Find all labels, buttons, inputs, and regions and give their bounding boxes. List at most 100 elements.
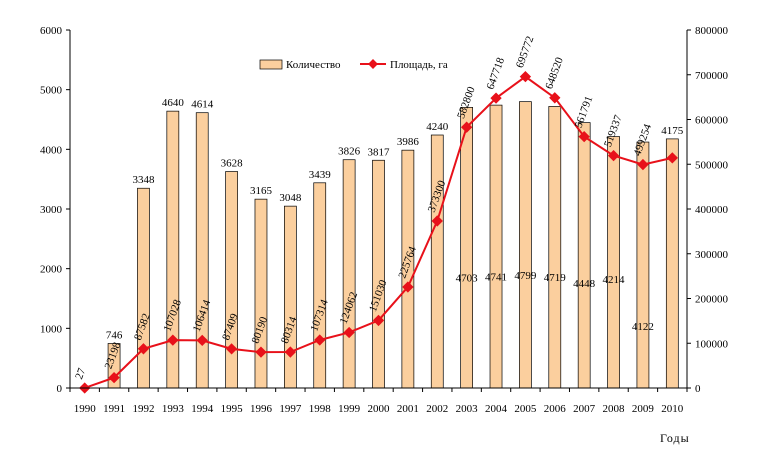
bar-series — [107, 101, 679, 389]
x-tick-label: 1991 — [103, 403, 125, 415]
bar — [430, 134, 444, 389]
y-right-tick-label: 500000 — [695, 159, 729, 171]
line-value-label: 124062 — [338, 290, 361, 325]
line-point-marker — [666, 152, 678, 164]
line-value-label: 648520 — [543, 55, 566, 91]
x-tick-label: 1992 — [132, 403, 154, 415]
line-value-label: 519337 — [602, 113, 625, 149]
legend-bar-swatch — [259, 59, 283, 70]
y-right-tick-label: 400000 — [695, 204, 729, 216]
line-point-marker — [578, 130, 590, 143]
bar-value-label: 3439 — [309, 169, 332, 181]
x-tick-label: 1996 — [250, 403, 273, 415]
line-point-marker — [284, 346, 297, 358]
x-tick-label: 1993 — [162, 403, 185, 415]
line-point-marker — [255, 346, 267, 358]
x-tick-label: 1999 — [338, 403, 361, 415]
bar-value-label: 4214 — [603, 274, 626, 286]
y-right-tick-label: 300000 — [695, 249, 729, 261]
line-value-label: 151030 — [367, 278, 390, 314]
bar-value-label: 4122 — [632, 321, 654, 333]
bar — [166, 110, 180, 389]
line-point-marker — [607, 149, 620, 162]
x-tick-label: 2005 — [514, 403, 537, 415]
bar — [342, 159, 356, 389]
axes: 0 1000 2000 3000 4000 5000 6000 0 100000 200000 30… — [40, 25, 729, 415]
bar-value-label: 4640 — [162, 97, 185, 109]
bar-value-label: 4719 — [544, 272, 567, 284]
line-point-marker — [225, 343, 238, 355]
bar-value-label: 4703 — [456, 272, 479, 284]
y-left-tick-label: 6000 — [40, 25, 63, 37]
x-axis-title: Годы — [660, 431, 690, 445]
bar — [489, 104, 503, 389]
line-value-label: 499254 — [631, 122, 654, 158]
bar — [636, 141, 650, 389]
line-point-marker — [314, 334, 326, 346]
y-left-tick-label: 1000 — [40, 323, 63, 335]
line-value-label: 561791 — [573, 95, 596, 130]
y-right-tick-label: 100000 — [695, 338, 729, 350]
y-left-tick-label: 3000 — [40, 204, 63, 216]
bar — [665, 138, 679, 389]
y-left-tick-label: 4000 — [40, 144, 63, 156]
bar — [195, 112, 209, 389]
bar — [460, 107, 473, 389]
line-point-marker — [402, 281, 414, 293]
x-tick-label: 2009 — [632, 403, 655, 415]
x-tick-label: 1997 — [279, 403, 302, 415]
bar-value-label: 3048 — [279, 192, 302, 204]
legend-label-count: Количество — [286, 59, 341, 71]
bar-value-label: 3986 — [397, 136, 420, 148]
bar — [313, 182, 327, 389]
x-tick-label: 1995 — [221, 403, 244, 415]
bar-value-label: 4799 — [514, 270, 537, 282]
y-left-tick-label: 2000 — [40, 264, 63, 276]
line-value-label: 225764 — [396, 244, 419, 280]
legend: Количество Площадь, га — [259, 59, 448, 71]
line-point-marker — [167, 334, 179, 346]
bar-value-label: 3628 — [221, 158, 244, 170]
bar-value-label: 4448 — [573, 278, 596, 290]
x-tick-label: 1990 — [74, 403, 97, 415]
x-tick-label: 1998 — [309, 403, 332, 415]
x-tick-label: 2003 — [456, 403, 479, 415]
bar-value-label: 3348 — [132, 174, 155, 186]
y-right-tick-label: 600000 — [695, 115, 729, 127]
x-tick-label: 2001 — [397, 403, 419, 415]
bar — [137, 187, 150, 389]
bar — [577, 122, 591, 389]
bar — [519, 101, 532, 389]
line-value-label: 582800 — [455, 85, 478, 121]
legend-label-area: Площадь, га — [390, 59, 448, 71]
line-value-label: 647718 — [485, 56, 508, 92]
bar — [548, 106, 562, 389]
x-tick-label: 2007 — [573, 403, 596, 415]
y-right-tick-label: 0 — [695, 383, 701, 395]
line-point-marker — [137, 343, 150, 355]
y-right-tick-label: 700000 — [695, 70, 729, 82]
line-point-marker — [196, 334, 208, 347]
bar-value-label: 746 — [106, 329, 123, 341]
x-tick-label: 2004 — [485, 403, 508, 415]
bar-value-label: 4240 — [426, 121, 449, 133]
legend-line-marker — [368, 59, 378, 69]
x-tick-label: 2002 — [426, 403, 448, 415]
line-value-label: 695772 — [514, 35, 537, 70]
line-point-marker — [637, 158, 649, 171]
line-value-label: 107314 — [308, 297, 331, 333]
bar-value-label: 3817 — [368, 146, 391, 158]
bar — [284, 205, 297, 389]
bar — [254, 198, 268, 389]
bar-value-label: 4175 — [661, 125, 684, 137]
bar — [372, 159, 385, 389]
x-tick-label: 1994 — [191, 403, 214, 415]
bar — [607, 136, 620, 389]
line-series — [79, 70, 678, 394]
bar-value-label: 3165 — [250, 185, 273, 197]
x-tick-label: 2008 — [603, 403, 626, 415]
line-point-marker — [431, 215, 443, 227]
y-left-tick-label: 5000 — [40, 85, 63, 97]
